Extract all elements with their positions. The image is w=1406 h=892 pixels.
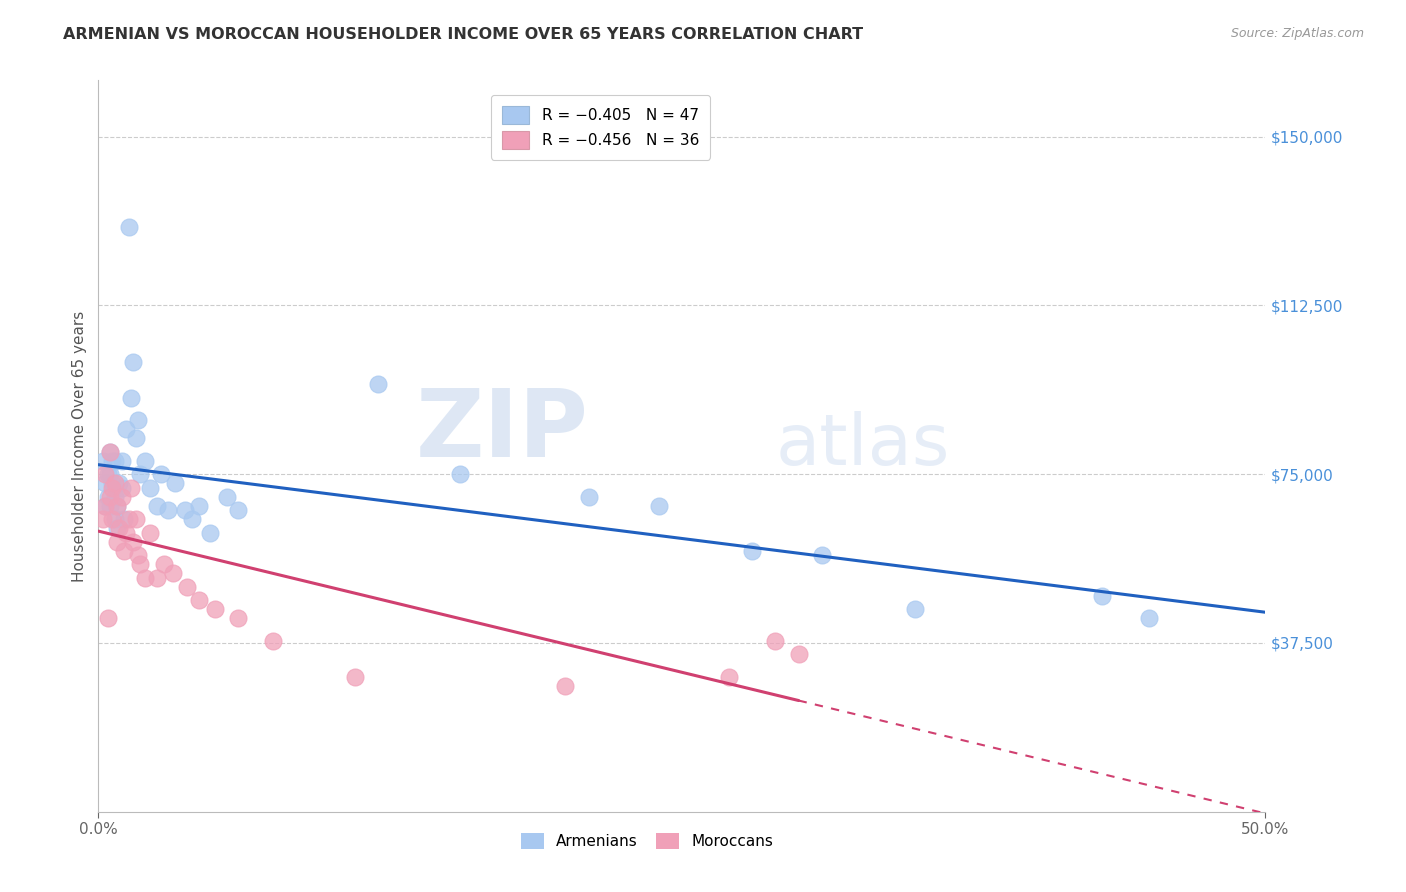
Point bbox=[173, 503, 195, 517]
Point bbox=[367, 377, 389, 392]
Point bbox=[98, 490, 121, 504]
Point bbox=[125, 512, 148, 526]
Point bbox=[1137, 611, 1160, 625]
Point bbox=[554, 679, 576, 693]
Point bbox=[98, 467, 121, 482]
Text: atlas: atlas bbox=[775, 411, 949, 481]
Point bbox=[98, 444, 121, 458]
Point bbox=[139, 481, 162, 495]
Point bbox=[91, 453, 114, 467]
Point bbox=[180, 512, 202, 526]
Point bbox=[94, 476, 117, 491]
Point bbox=[104, 490, 127, 504]
Point bbox=[97, 467, 120, 482]
Point bbox=[105, 534, 128, 549]
Point bbox=[763, 633, 786, 648]
Point bbox=[111, 490, 134, 504]
Point bbox=[108, 476, 131, 491]
Point bbox=[187, 593, 209, 607]
Point bbox=[134, 453, 156, 467]
Point bbox=[262, 633, 284, 648]
Point bbox=[146, 571, 169, 585]
Point bbox=[228, 503, 250, 517]
Point bbox=[1091, 589, 1114, 603]
Point bbox=[647, 499, 669, 513]
Point bbox=[904, 602, 927, 616]
Text: ARMENIAN VS MOROCCAN HOUSEHOLDER INCOME OVER 65 YEARS CORRELATION CHART: ARMENIAN VS MOROCCAN HOUSEHOLDER INCOME … bbox=[63, 27, 863, 42]
Point bbox=[98, 444, 121, 458]
Point bbox=[118, 512, 141, 526]
Point bbox=[215, 490, 238, 504]
Point bbox=[162, 566, 184, 581]
Point bbox=[94, 499, 117, 513]
Point bbox=[157, 503, 180, 517]
Point bbox=[152, 557, 174, 571]
Point bbox=[112, 543, 135, 558]
Point bbox=[101, 453, 124, 467]
Point bbox=[118, 219, 141, 234]
Point bbox=[146, 499, 169, 513]
Point bbox=[105, 499, 128, 513]
Text: Source: ZipAtlas.com: Source: ZipAtlas.com bbox=[1230, 27, 1364, 40]
Point bbox=[108, 521, 131, 535]
Point bbox=[787, 647, 810, 661]
Point bbox=[129, 557, 152, 571]
Point bbox=[228, 611, 250, 625]
Point bbox=[187, 499, 209, 513]
Point bbox=[104, 512, 127, 526]
Point bbox=[200, 525, 222, 540]
Point bbox=[717, 670, 740, 684]
Point bbox=[139, 525, 162, 540]
Point bbox=[176, 580, 198, 594]
Point bbox=[578, 490, 600, 504]
Point bbox=[105, 521, 128, 535]
Point bbox=[104, 476, 127, 491]
Point bbox=[134, 571, 156, 585]
Point bbox=[811, 548, 834, 562]
Text: ZIP: ZIP bbox=[416, 385, 589, 477]
Point bbox=[115, 422, 138, 436]
Point bbox=[129, 467, 152, 482]
Point bbox=[127, 548, 149, 562]
Point bbox=[112, 512, 135, 526]
Point bbox=[97, 611, 120, 625]
Point bbox=[120, 481, 142, 495]
Point bbox=[122, 534, 145, 549]
Point bbox=[741, 543, 763, 558]
Point bbox=[127, 413, 149, 427]
Point bbox=[204, 602, 226, 616]
Point bbox=[111, 481, 134, 495]
Point bbox=[101, 476, 124, 491]
Point bbox=[165, 476, 187, 491]
Point bbox=[125, 431, 148, 445]
Point bbox=[101, 481, 124, 495]
Point bbox=[104, 453, 127, 467]
Point bbox=[105, 499, 128, 513]
Point bbox=[150, 467, 173, 482]
Point bbox=[101, 512, 124, 526]
Point bbox=[94, 499, 117, 513]
Point bbox=[97, 490, 120, 504]
Y-axis label: Householder Income Over 65 years: Householder Income Over 65 years bbox=[72, 310, 87, 582]
Point bbox=[94, 467, 117, 482]
Point bbox=[122, 354, 145, 368]
Point bbox=[91, 512, 114, 526]
Point bbox=[98, 499, 121, 513]
Point bbox=[344, 670, 367, 684]
Legend: Armenians, Moroccans: Armenians, Moroccans bbox=[515, 826, 779, 855]
Point bbox=[120, 391, 142, 405]
Point bbox=[115, 525, 138, 540]
Point bbox=[111, 453, 134, 467]
Point bbox=[449, 467, 471, 482]
